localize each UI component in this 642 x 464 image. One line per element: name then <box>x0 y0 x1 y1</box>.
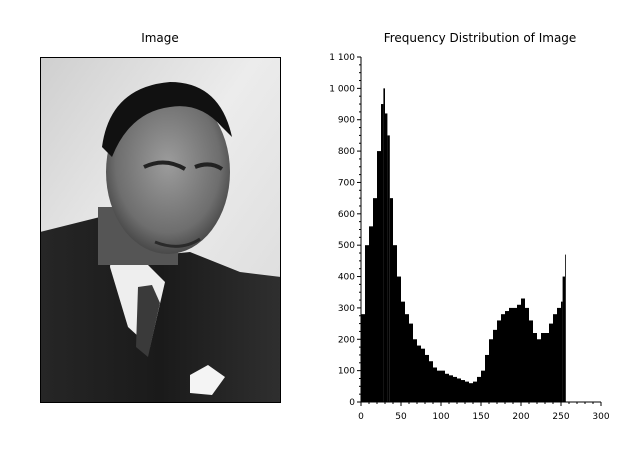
y-tick-label: 200 <box>338 335 355 345</box>
histogram-bar <box>481 370 485 402</box>
histogram-bar <box>433 367 437 402</box>
histogram-bar <box>425 354 429 402</box>
histogram-bar <box>441 370 445 402</box>
histogram-bar <box>501 314 505 402</box>
histogram-bar <box>429 361 433 402</box>
photo-title: Image <box>141 31 179 45</box>
histogram-bar <box>521 298 525 402</box>
histogram-bar <box>473 381 477 402</box>
x-axis-ticks: 0 50 100 150 200 250 300 <box>358 402 610 422</box>
histogram-bar <box>525 307 529 402</box>
histogram-bar <box>545 333 549 402</box>
y-tick-label: 600 <box>338 210 355 220</box>
histogram-bar <box>553 314 557 402</box>
histogram-bar <box>385 113 388 402</box>
x-tick-label: 250 <box>552 412 569 422</box>
histogram-bar <box>505 311 509 402</box>
histogram-bar <box>517 304 521 402</box>
histogram-bar <box>557 307 561 402</box>
histogram-bar <box>497 320 501 402</box>
histogram-bar <box>529 320 533 402</box>
histogram-bar <box>513 307 517 402</box>
histogram-bar <box>383 88 385 403</box>
histogram-bar <box>461 380 465 402</box>
y-tick-label: 900 <box>338 116 355 126</box>
histogram-bar <box>393 245 397 402</box>
x-tick-label: 50 <box>395 412 407 422</box>
histogram-bar <box>373 198 377 402</box>
x-tick-label: 100 <box>432 412 449 422</box>
histogram-bar <box>369 226 373 402</box>
histogram-bar <box>533 333 537 402</box>
histogram-bar <box>457 378 461 402</box>
histogram-bar <box>493 329 497 402</box>
histogram-bar <box>417 345 421 402</box>
histogram-bar <box>437 370 441 402</box>
histogram-bar <box>401 301 405 402</box>
histogram-bar <box>453 376 457 402</box>
y-tick-label: 400 <box>338 273 355 283</box>
histogram-bar <box>537 339 541 402</box>
histogram-bar <box>389 198 393 402</box>
histogram-bar <box>365 245 369 402</box>
x-tick-label: 0 <box>358 412 364 422</box>
y-tick-label: 700 <box>338 178 355 188</box>
histogram-bar <box>549 323 553 402</box>
histogram-bar <box>541 333 545 402</box>
x-tick-label: 150 <box>472 412 489 422</box>
histogram-bar <box>409 323 413 402</box>
y-tick-label: 0 <box>349 398 355 408</box>
histogram-bar <box>377 151 381 402</box>
histogram-bar <box>413 339 417 402</box>
y-tick-label: 1 000 <box>329 84 355 94</box>
histogram-bar <box>445 373 449 402</box>
histogram-bar <box>561 301 563 402</box>
histogram-bar <box>509 307 513 402</box>
histogram-bar <box>485 354 489 402</box>
histogram-bar <box>381 104 384 403</box>
histogram-bar <box>562 276 565 402</box>
histogram-bar <box>489 339 493 402</box>
histogram-bar <box>465 381 469 402</box>
y-tick-label: 1 100 <box>329 53 355 63</box>
y-tick-label: 500 <box>338 241 355 251</box>
histogram-bar <box>361 314 365 402</box>
x-tick-label: 300 <box>592 412 609 422</box>
histogram-bar <box>397 276 401 402</box>
y-tick-label: 100 <box>338 367 355 377</box>
histogram-bar <box>469 383 473 402</box>
portrait-photo <box>40 57 281 403</box>
chart-title: Frequency Distribution of Image <box>383 31 577 45</box>
portrait-image <box>40 57 281 403</box>
histogram-bars <box>361 88 566 403</box>
y-axis-ticks: 0 100 200 300 400 500 600 700 800 900 1 000 1 100 <box>329 53 361 408</box>
x-tick-label: 200 <box>512 412 529 422</box>
y-tick-label: 300 <box>338 304 355 314</box>
y-tick-label: 800 <box>338 147 355 157</box>
histogram-bar <box>387 135 390 402</box>
histogram-bar <box>477 376 481 402</box>
histogram-bar <box>405 314 409 402</box>
histogram-bar <box>565 254 566 402</box>
histogram-bar <box>421 348 425 402</box>
histogram-bar <box>449 375 453 402</box>
